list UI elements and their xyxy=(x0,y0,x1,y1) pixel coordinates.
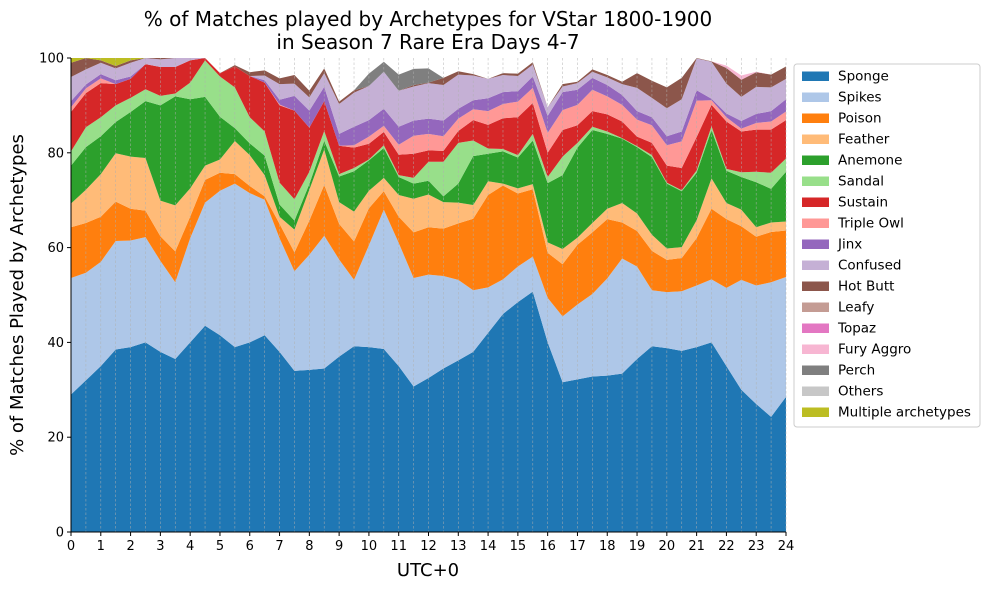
legend-label-multiple-archetypes: Multiple archetypes xyxy=(838,405,971,421)
legend-label-sandal: Sandal xyxy=(838,174,884,190)
y-tick-label: 60 xyxy=(47,241,64,256)
x-tick-label: 10 xyxy=(361,539,378,554)
legend: Sponge Spikes Poison Feather Anemone Sandal Su… xyxy=(793,63,981,428)
legend-swatch-feather xyxy=(802,134,829,144)
x-tick-label: 13 xyxy=(450,539,467,554)
x-tick-label: 20 xyxy=(659,539,676,554)
x-tick-label: 17 xyxy=(569,539,586,554)
legend-label-sustain: Sustain xyxy=(838,195,888,211)
legend-swatch-sustain xyxy=(802,197,829,207)
grid-layer xyxy=(70,58,787,532)
legend-label-poison: Poison xyxy=(838,111,882,127)
legend-swatch-jinx xyxy=(802,239,829,249)
legend-swatch-perch xyxy=(802,365,829,375)
legend-label-feather: Feather xyxy=(838,132,890,148)
legend-label-spikes: Spikes xyxy=(838,90,882,106)
chart-subtitle: in Season 7 Rare Era Days 4-7 xyxy=(276,30,579,54)
legend-label-fury-aggro: Fury Aggro xyxy=(838,342,911,358)
y-tick-label: 0 xyxy=(56,526,64,541)
x-tick-label: 7 xyxy=(275,539,283,554)
x-tick-label: 2 xyxy=(126,539,134,554)
x-tick-label: 6 xyxy=(246,539,254,554)
legend-label-leafy: Leafy xyxy=(838,300,874,316)
x-tick-label: 15 xyxy=(510,539,527,554)
x-tick-label: 19 xyxy=(629,539,646,554)
legend-label-others: Others xyxy=(838,384,883,400)
legend-label-topaz: Topaz xyxy=(837,321,876,337)
x-tick-label: 5 xyxy=(216,539,224,554)
area-hot-butt xyxy=(71,58,786,109)
legend-swatch-sandal xyxy=(802,176,829,186)
x-tick-label: 23 xyxy=(748,539,765,554)
legend-label-jinx: Jinx xyxy=(837,237,862,253)
legend-swatch-sponge xyxy=(802,71,829,81)
y-tick-label: 80 xyxy=(47,146,64,161)
x-tick-label: 18 xyxy=(599,539,616,554)
legend-swatch-hot-butt xyxy=(802,281,829,291)
x-tick-label: 9 xyxy=(335,539,343,554)
legend-swatch-multiple-archetypes xyxy=(802,407,829,417)
legend-swatch-poison xyxy=(802,113,829,123)
x-tick-label: 0 xyxy=(67,539,75,554)
legend-label-perch: Perch xyxy=(838,363,875,379)
legend-swatch-anemone xyxy=(802,155,829,165)
x-tick-label: 22 xyxy=(718,539,735,554)
legend-label-hot-butt: Hot Butt xyxy=(838,279,894,295)
legend-swatch-leafy xyxy=(802,302,829,312)
x-axis-title: UTC+0 xyxy=(397,560,459,581)
legend-swatch-confused xyxy=(802,260,829,270)
y-tick-label: 40 xyxy=(47,336,64,351)
legend-swatch-topaz xyxy=(802,323,829,333)
legend-label-sponge: Sponge xyxy=(838,69,889,85)
legend-label-confused: Confused xyxy=(838,258,901,274)
x-tick-label: 4 xyxy=(186,539,194,554)
y-tick-label: 20 xyxy=(47,431,64,446)
area-spikes xyxy=(71,183,786,417)
x-tick-label: 1 xyxy=(97,539,105,554)
x-tick-label: 21 xyxy=(688,539,705,554)
area-sustain xyxy=(71,58,786,200)
x-tick-label: 16 xyxy=(539,539,556,554)
legend-swatch-fury-aggro xyxy=(802,344,829,354)
x-tick-label: 3 xyxy=(156,539,164,554)
x-tick-label: 24 xyxy=(778,539,795,554)
y-tick-label: 100 xyxy=(39,52,64,67)
y-axis-title: % of Matches Played by Archetypes xyxy=(7,134,28,456)
area-jinx xyxy=(71,58,786,146)
x-tick-label: 14 xyxy=(480,539,497,554)
chart-title: % of Matches played by Archetypes for VS… xyxy=(144,7,713,31)
legend-swatch-others xyxy=(802,386,829,396)
legend-swatch-spikes xyxy=(802,92,829,102)
legend-label-triple-owl: Triple Owl xyxy=(837,216,904,232)
x-tick-label: 11 xyxy=(390,539,407,554)
x-tick-label: 8 xyxy=(305,539,313,554)
axes-layer: 0 1 2 3 4 5 6 7 8 9 10 11 12 13 14 15 16 17 18 19 20 21 22 23 24… xyxy=(39,52,794,555)
legend-frame xyxy=(793,63,981,428)
legend-swatch-triple-owl xyxy=(802,218,829,228)
x-tick-label: 12 xyxy=(420,539,437,554)
legend-label-anemone: Anemone xyxy=(838,153,902,169)
